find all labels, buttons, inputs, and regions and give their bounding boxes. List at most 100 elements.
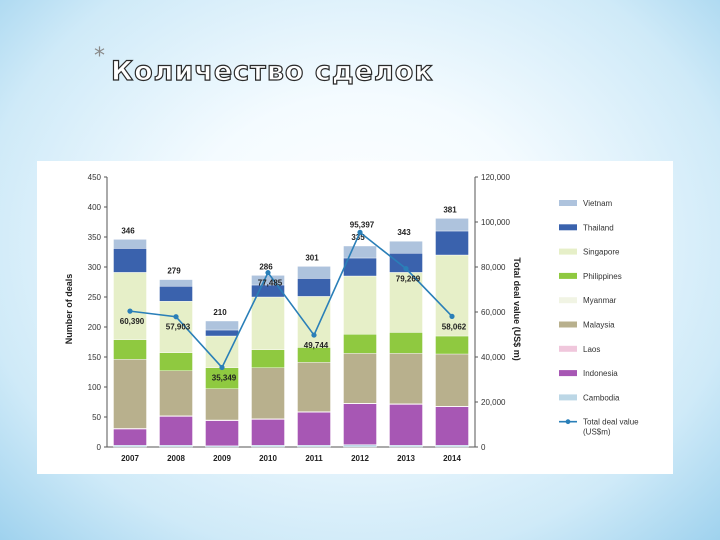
y-tick-label: 300 (88, 263, 102, 272)
bar-segment-malaysia (389, 353, 423, 404)
legend-label: Indonesia (583, 369, 618, 378)
bar-segment-malaysia (159, 370, 193, 417)
bar-segment-philippines (389, 332, 423, 354)
slide-title: Количество сделок (110, 55, 434, 87)
bar-segment-thailand (435, 230, 469, 256)
line-point (173, 314, 179, 320)
y2-tick-label: 120,000 (481, 173, 510, 182)
bar-segment-singapore (343, 275, 377, 335)
legend-label: Philippines (583, 272, 622, 281)
y2-tick-label: 0 (481, 443, 486, 452)
bar-segment-cambodia (389, 445, 423, 448)
y-axis-right: 0 20,000 40,000 60,000 80,000 100,000 120,000 (474, 173, 510, 452)
line-point-label: 60,390 (120, 317, 145, 326)
bar-total-label: 279 (167, 267, 181, 276)
line-point-label: 77,485 (258, 279, 283, 288)
bar-segment-cambodia (435, 445, 469, 448)
legend-label: Vietnam (583, 199, 613, 208)
bar-segment-singapore (297, 296, 331, 348)
y2-tick-label: 60,000 (481, 308, 506, 317)
line-point-label: 35,349 (212, 373, 237, 382)
x-tick-label: 2012 (351, 454, 369, 463)
y-axis-label: Number of deals (64, 274, 74, 345)
y-tick-label: 100 (88, 383, 102, 392)
bar-segment-thailand (297, 278, 331, 297)
bar-segment-malaysia (251, 367, 285, 420)
bar-segment-vietnam (205, 320, 239, 331)
line-point (357, 229, 363, 235)
legend-swatch-thailand (559, 224, 577, 231)
bar-segment-cambodia (343, 444, 377, 448)
y-tick-label: 200 (88, 323, 102, 332)
y-axis-left: 0 50 100 150 200 250 300 350 400 450 (88, 173, 475, 452)
bar-total-label: 286 (259, 262, 273, 271)
legend-label: Cambodia (583, 393, 620, 402)
bar-segment-singapore (389, 272, 423, 333)
bar-segment-singapore (113, 272, 147, 340)
chart-svg: 0 50 100 150 200 250 300 350 400 450 0 20,000 40,00… (64, 173, 639, 463)
x-tick-label: 2014 (443, 454, 461, 463)
line-point-label: 79,269 (396, 275, 421, 284)
y-tick-label: 50 (92, 413, 101, 422)
y2-tick-label: 20,000 (481, 398, 506, 407)
bar-segment-singapore (205, 335, 239, 368)
bar-segment-cambodia (159, 445, 193, 448)
y-tick-label: 0 (97, 443, 102, 452)
legend-swatch-vietnam (559, 200, 577, 206)
bar-total-label: 381 (443, 205, 457, 214)
bar-segment-vietnam (113, 239, 147, 249)
legend-label: (US$m) (583, 428, 611, 437)
bar-segment-philippines (159, 352, 193, 372)
bar-segment-indonesia (251, 419, 285, 446)
x-tick-label: 2013 (397, 454, 415, 463)
bar-segment-philippines (251, 349, 285, 369)
y2-tick-label: 100,000 (481, 218, 510, 227)
bar-segment-vietnam (297, 266, 331, 279)
bar-segment-malaysia (113, 359, 147, 429)
bar-segment-malaysia (343, 353, 377, 404)
bar-segment-malaysia (297, 362, 331, 412)
line-point-label: 57,903 (166, 323, 191, 332)
y-tick-label: 250 (88, 293, 102, 302)
line-point (403, 266, 409, 272)
legend-swatch-laos (559, 345, 577, 352)
bar-segment-thailand (159, 285, 193, 302)
bar-segment-cambodia (251, 445, 285, 448)
bar-segment-indonesia (389, 404, 423, 446)
legend-label: Thailand (583, 223, 614, 232)
bar-segment-philippines (435, 335, 469, 355)
y2-tick-label: 40,000 (481, 353, 506, 362)
bar-segment-indonesia (159, 416, 193, 446)
bar-segment-singapore (251, 296, 285, 350)
legend-swatch-cambodia (559, 394, 577, 401)
bar-total-label: 210 (213, 308, 227, 317)
legend-label: Laos (583, 345, 600, 354)
legend-swatch-malaysia (559, 321, 577, 328)
bar-segment-malaysia (435, 353, 469, 407)
bar-segment-vietnam (389, 240, 423, 254)
bar-segment-indonesia (297, 411, 331, 446)
legend-swatch-indonesia (559, 370, 577, 377)
y2-tick-label: 80,000 (481, 263, 506, 272)
line-point-label: 58,062 (442, 322, 467, 331)
bar-total-label: 301 (305, 253, 319, 262)
bar-segment-indonesia (205, 420, 239, 447)
legend-label: Total deal value (583, 418, 639, 427)
x-tick-label: 2009 (213, 454, 231, 463)
bar-segment-vietnam (435, 218, 469, 232)
line-point (127, 308, 133, 314)
x-tick-label: 2010 (259, 454, 277, 463)
bar-segment-indonesia (343, 403, 377, 445)
bar-segment-philippines (343, 333, 377, 354)
chart-frame: 0 50 100 150 200 250 300 350 400 450 0 20,000 40,00… (37, 161, 673, 474)
y-tick-label: 150 (88, 353, 102, 362)
bar-segment-philippines (113, 339, 147, 360)
legend-label: Myanmar (583, 296, 617, 305)
x-tick-label: 2008 (167, 454, 185, 463)
y2-axis-label: Total deal value (US$ m) (512, 257, 522, 360)
line-series-group: 60,390 57,903 35,349 77,485 49,744 95,397 79,2… (120, 220, 467, 382)
bar-segment-cambodia (297, 445, 331, 448)
bar-segment-singapore (435, 254, 469, 337)
bar-segment-indonesia (435, 406, 469, 446)
